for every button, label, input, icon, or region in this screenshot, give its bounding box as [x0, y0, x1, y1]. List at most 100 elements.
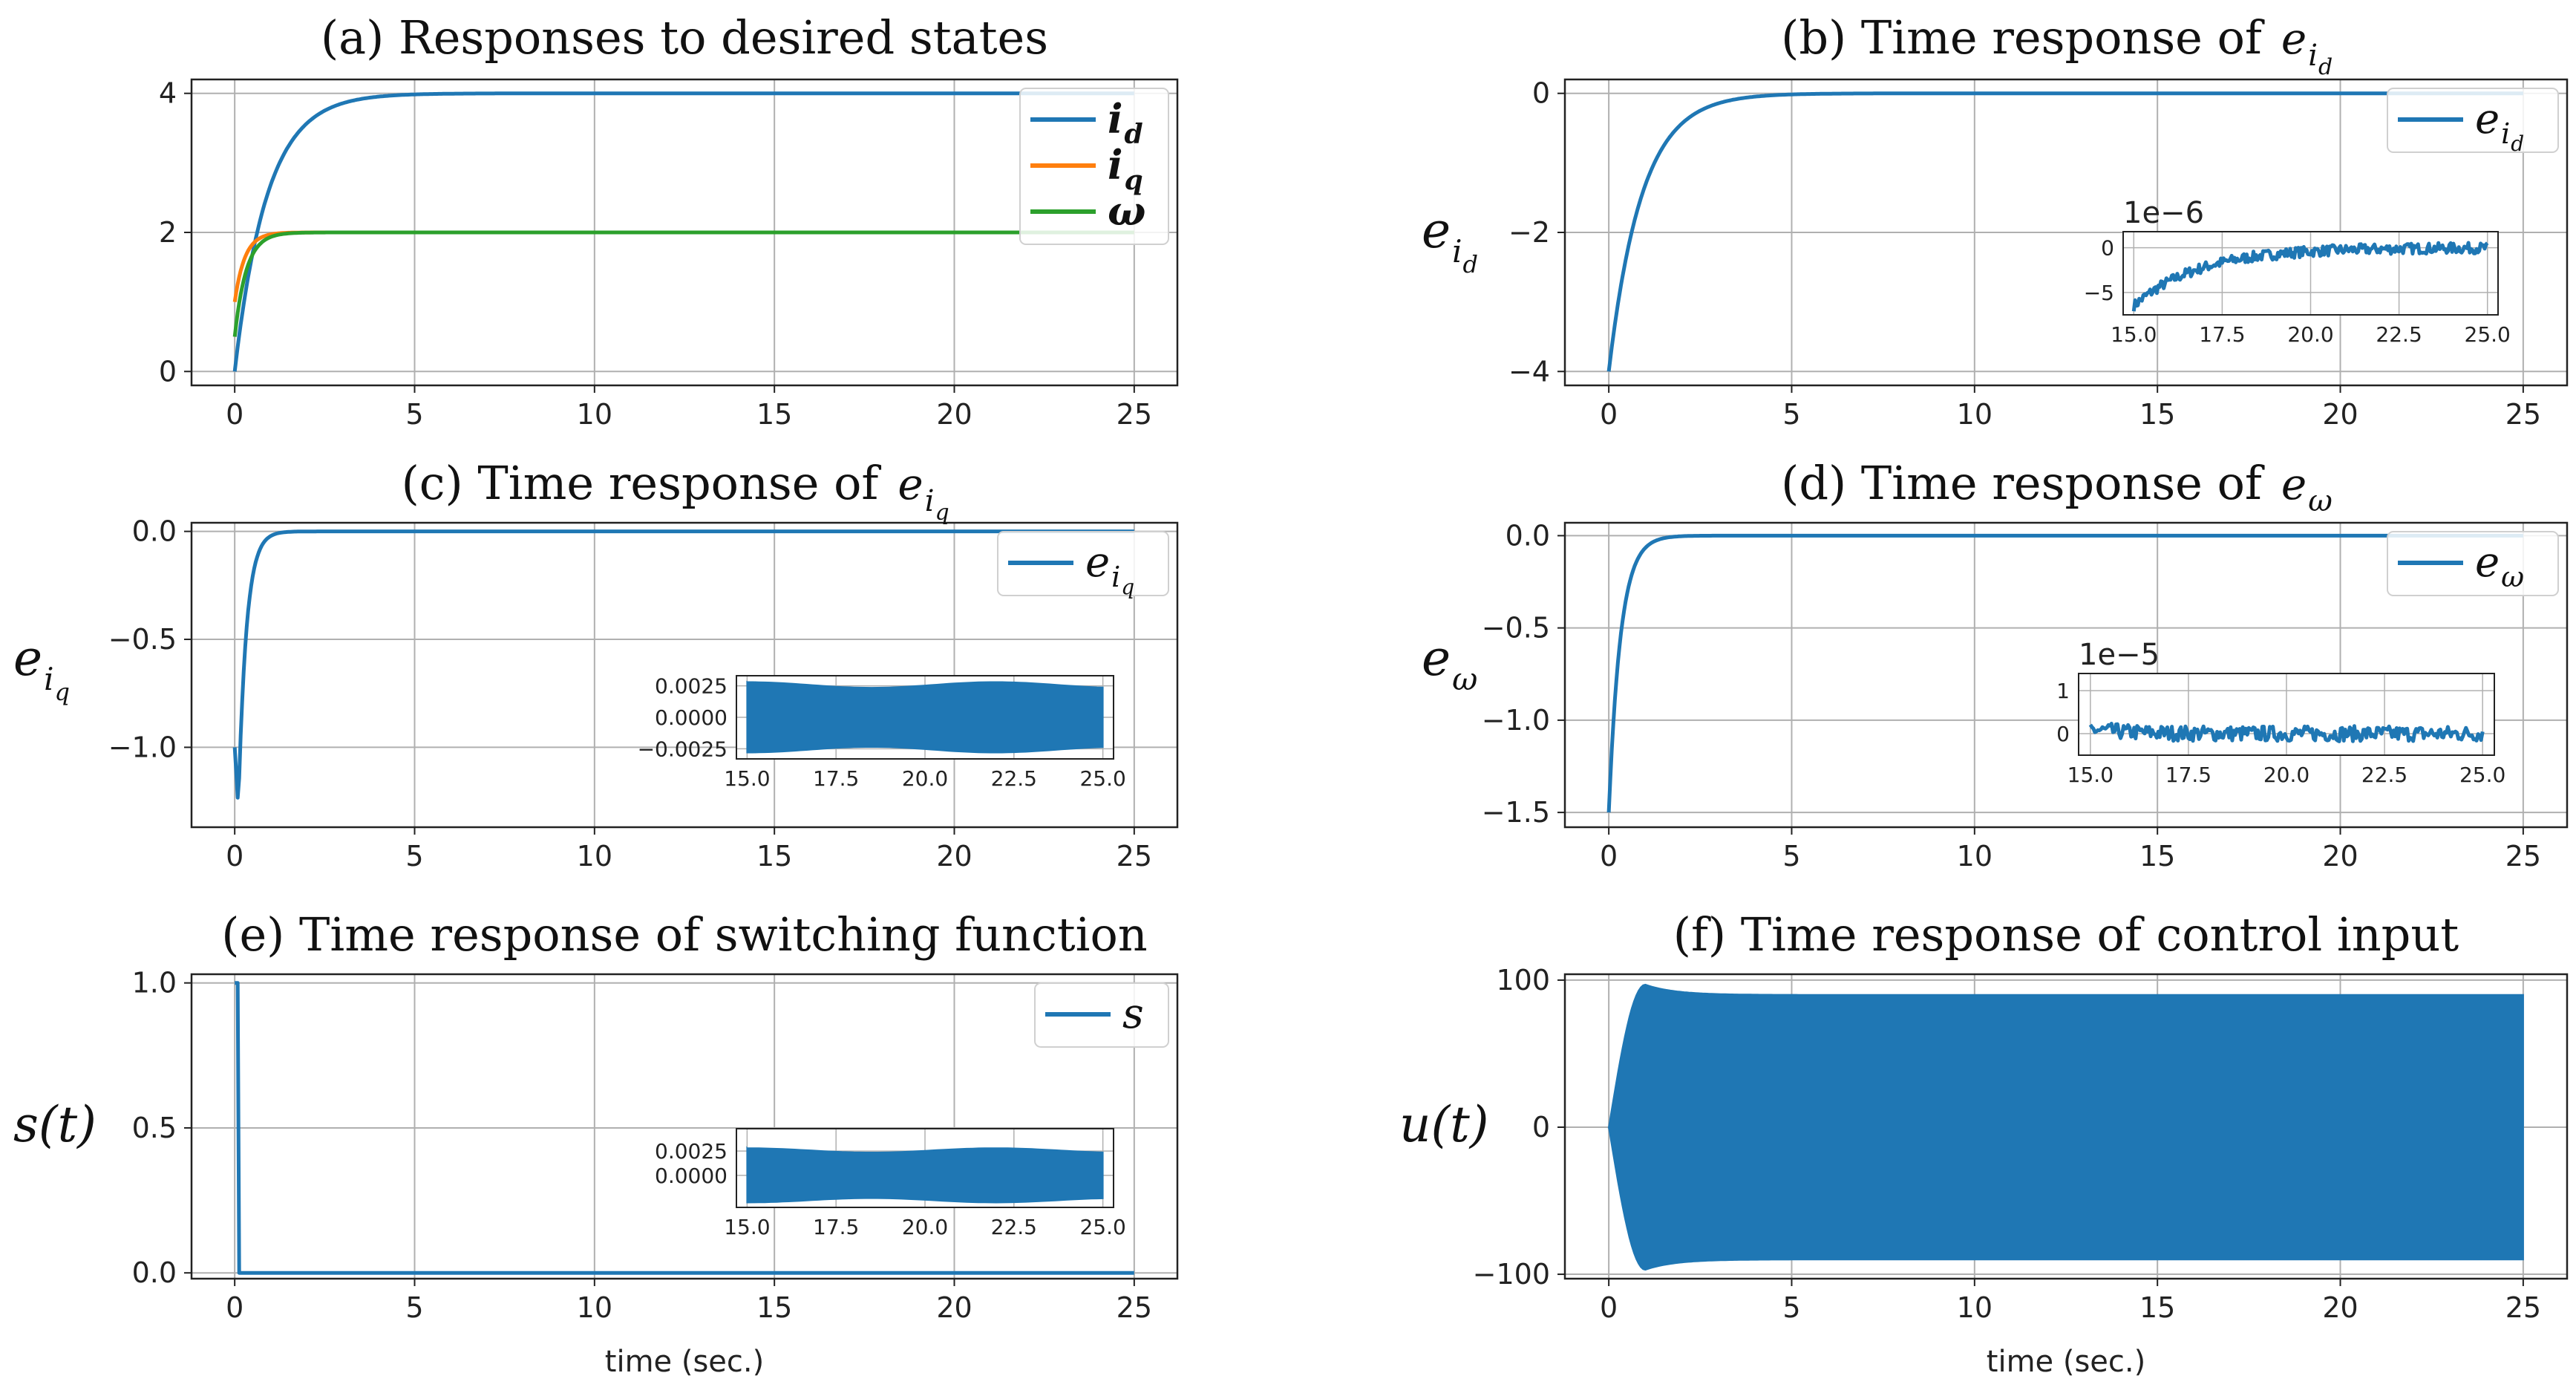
- y-axis-label-subsubscript: d: [1463, 250, 1478, 278]
- x-tick-label: 5: [1782, 840, 1800, 872]
- y-tick-label: 0.5: [132, 1112, 177, 1144]
- inset-x-tick-label: 15.0: [2067, 763, 2114, 787]
- inset-x-tick-label: 15.0: [2111, 322, 2157, 347]
- inset-x-tick-label: 17.5: [2165, 763, 2211, 787]
- legend-box: [997, 531, 1169, 596]
- inset-series-band: [746, 680, 1104, 754]
- x-axis-label: time (sec.): [1987, 1345, 2145, 1379]
- series-group: [232, 91, 1135, 372]
- inset-x-tick-label: 25.0: [1079, 766, 1125, 791]
- x-tick-label: 0: [1600, 1291, 1618, 1324]
- x-tick-label: 0: [226, 1291, 243, 1324]
- y-tick-label: 2: [159, 216, 177, 249]
- series-line-e_iq: [232, 529, 1135, 800]
- y-tick-label: −1.0: [108, 731, 177, 763]
- axes-frame: [190, 521, 1179, 829]
- x-tick-label: 20: [2322, 840, 2358, 872]
- inset-series-line: [2088, 722, 2485, 743]
- series-group: [1606, 91, 2524, 372]
- inset-x-tick-label: 20.0: [2287, 322, 2333, 347]
- x-tick-label: 15: [2139, 398, 2175, 431]
- inset-y-tick-label: 0: [2056, 722, 2070, 746]
- inset-x-tick-label: 17.5: [2199, 322, 2245, 347]
- x-tick-label: 15: [756, 398, 792, 431]
- series-line-e_w: [1606, 533, 2524, 813]
- x-tick-label: 5: [405, 1291, 423, 1324]
- y-tick-label: 0.0: [132, 515, 177, 548]
- panel-title-subscript: i: [925, 484, 935, 518]
- inset-x-tick-label: 17.5: [813, 766, 859, 791]
- x-tick-label: 0: [1600, 398, 1618, 431]
- x-tick-label: 25: [1117, 840, 1152, 872]
- y-tick-label: 0: [1532, 77, 1550, 110]
- inset-x-tick-label: 22.5: [991, 766, 1037, 791]
- inset-frame: [2122, 231, 2499, 316]
- panel-f: 0 5 10 15 20 25 100 0 −100 (f) Time response of c…: [1399, 907, 2569, 1379]
- y-tick-label: 100: [1496, 964, 1550, 997]
- inset-x-tick-label: 20.0: [902, 1215, 948, 1239]
- inset-y-tick-label: 0.0025: [655, 674, 728, 699]
- inset-x-tick-label: 22.5: [2361, 763, 2407, 787]
- panel-d: 0 5 10 15 20 250.0−0.5−1.0−1.5(d) Time respon…: [1422, 456, 2569, 872]
- x-tick-label: 0: [226, 398, 243, 431]
- inset-series-group: [2088, 722, 2485, 743]
- legend-label-subsubscript: q: [1121, 575, 1134, 599]
- x-tick-label: 15: [756, 1291, 792, 1324]
- panel-title: (b) Time response of: [1781, 10, 2265, 65]
- panel-title: (f) Time response of control input: [1673, 907, 2459, 962]
- panel-title-variable: e: [898, 459, 923, 509]
- y-axis-label: e: [1422, 630, 1451, 687]
- inset-series-group: [746, 1145, 1104, 1204]
- panel-title: (e) Time response of switching function: [221, 907, 1147, 962]
- y-axis-label-subsubscript: q: [55, 678, 70, 706]
- legend-label-i_d: i: [1108, 95, 1123, 143]
- y-axis-label-subscript: i: [44, 661, 53, 697]
- y-tick-label: 1.0: [132, 967, 177, 999]
- y-tick-label: −1.5: [1482, 796, 1550, 829]
- axes-frame: [190, 973, 1179, 1280]
- panel-title-variable: e: [2281, 459, 2307, 509]
- plot-area: [192, 974, 1177, 1279]
- panel-c: 0 5 10 15 20 25 0.0 −0.5 −1.0 (c) Time response o…: [13, 456, 1179, 872]
- axes-frame: [1563, 973, 2569, 1280]
- series-group: [1607, 983, 2524, 1271]
- x-tick-label: 15: [2139, 1291, 2175, 1324]
- legend-box: [2387, 88, 2559, 153]
- legend-label-subscript: d: [1125, 119, 1143, 150]
- inset-y-tick-label: 0.0000: [655, 1164, 728, 1188]
- x-tick-label: 20: [936, 1291, 972, 1324]
- inset-multiplier: 1e−5: [2079, 638, 2160, 672]
- x-tick-label: 10: [1957, 840, 1993, 872]
- x-tick-label: 0: [1600, 840, 1618, 872]
- inset-y-tick-label: 1: [2056, 679, 2070, 703]
- x-tick-label: 10: [577, 398, 612, 431]
- legend-box: [2387, 531, 2559, 596]
- panel-a: 0 5 10 15 20 25 0 2 4 (a) Responses to desired st…: [159, 10, 1179, 431]
- y-tick-label: −0.5: [1482, 612, 1550, 645]
- series-line-e_id: [1606, 91, 2524, 372]
- x-tick-label: 20: [2322, 398, 2358, 431]
- x-tick-label: 0: [226, 840, 243, 872]
- series-group: [234, 981, 1135, 1275]
- inset-series-group: [746, 680, 1104, 754]
- inset-x-tick-label: 25.0: [2465, 322, 2511, 347]
- series-group: [232, 529, 1135, 800]
- series-line-s: [234, 981, 1135, 1275]
- series-line-i_d: [232, 91, 1135, 372]
- series-line-ω: [232, 230, 1135, 337]
- legend-label-ω: ω: [1108, 187, 1145, 235]
- inset-x-tick-label: 15.0: [724, 766, 770, 791]
- y-axis-label-subscript: ω: [1452, 661, 1477, 697]
- y-axis-label: e: [1422, 202, 1451, 259]
- y-tick-label: 0: [1532, 1111, 1550, 1144]
- y-tick-label: −1.0: [1482, 704, 1550, 737]
- series-line-u: [1607, 983, 2524, 1271]
- x-axis-label: time (sec.): [605, 1345, 764, 1379]
- inset-frame: [736, 675, 1114, 760]
- inset-multiplier: 1e−6: [2123, 196, 2204, 230]
- axes-frame: [1563, 78, 2569, 387]
- panel-title-variable: e: [2281, 13, 2307, 64]
